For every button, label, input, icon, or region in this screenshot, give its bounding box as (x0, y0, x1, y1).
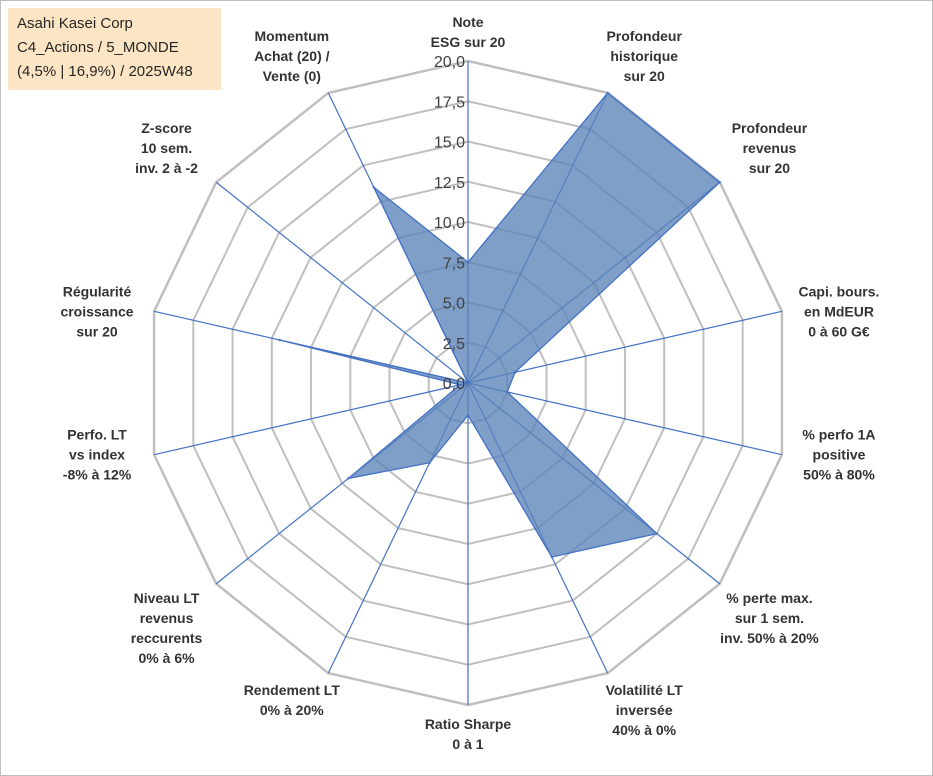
category-label-7: Ratio Sharpe 0 à 1 (425, 716, 512, 752)
category-label-9: Niveau LT revenus reccurents 0% à 6% (131, 590, 203, 666)
company-name: Asahi Kasei Corp (17, 15, 133, 32)
radial-tick-labels: 0,0 2,5 5,0 7,5 10,0 12,5 15,0 17,5 20,0 (434, 54, 465, 393)
category-label-13: Momentum Achat (20) / Vente (0) (254, 28, 330, 84)
tick-label: 20,0 (434, 54, 465, 71)
data-point-13 (372, 185, 375, 189)
tick-label: 2,5 (443, 336, 465, 353)
category-label-5: % perte max. sur 1 sem. inv. 50% à 20% (720, 590, 819, 646)
data-point-11 (278, 338, 281, 342)
category-label-2: Profondeur revenus sur 20 (732, 120, 808, 176)
data-point-7 (466, 414, 470, 417)
category-label-4: % perfo 1A positive 50% à 80% (802, 427, 875, 483)
tick-label: 0,0 (443, 376, 465, 393)
data-point-12 (466, 381, 470, 385)
info-box: Asahi Kasei Corp C4_Actions / 5_MONDE (4… (8, 8, 221, 90)
category-label-8: Rendement LT 0% à 20% (244, 682, 341, 718)
spoke-12 (215, 181, 469, 384)
data-point-9 (347, 477, 350, 480)
category-label-1: Profondeur historique sur 20 (606, 28, 682, 84)
tick-label: 7,5 (443, 255, 465, 272)
category-labels: Note ESG sur 20 Profondeur historique sur 20… (60, 14, 879, 752)
data-point-2 (718, 181, 721, 184)
tick-label: 10,0 (434, 215, 465, 232)
tick-label: 15,0 (434, 135, 465, 152)
category-label-0: Note ESG sur 20 (431, 14, 506, 50)
data-point-8 (428, 461, 431, 464)
category-label-11: Régularité croissance sur 20 (60, 283, 133, 339)
radar-series (278, 91, 721, 559)
tick-label: 12,5 (434, 175, 465, 192)
spoke-10 (153, 382, 469, 456)
category-label-12: Z-score 10 sem. inv. 2 à -2 (135, 120, 198, 176)
spoke-3 (467, 310, 783, 384)
data-point-6 (550, 555, 554, 559)
data-point-10 (458, 383, 462, 386)
data-point-5 (655, 532, 659, 535)
data-point-0 (466, 261, 470, 264)
period-label: (4,5% | 16,9%) / 2025W48 (17, 63, 193, 80)
data-point-1 (606, 91, 609, 95)
category-label-10: Perfo. LT vs index -8% à 12% (63, 427, 132, 483)
tick-label: 5,0 (443, 296, 465, 313)
spoke-4 (467, 382, 783, 456)
category-label-6: Volatilité LT inversée 40% à 0% (606, 682, 684, 738)
tick-label: 17,5 (434, 94, 465, 111)
category-label-3: Capi. bours. en MdEUR 0 à 60 G€ (799, 283, 880, 339)
data-point-4 (506, 390, 509, 394)
data-point-3 (513, 371, 517, 374)
portfolio-label: C4_Actions / 5_MONDE (17, 39, 179, 56)
